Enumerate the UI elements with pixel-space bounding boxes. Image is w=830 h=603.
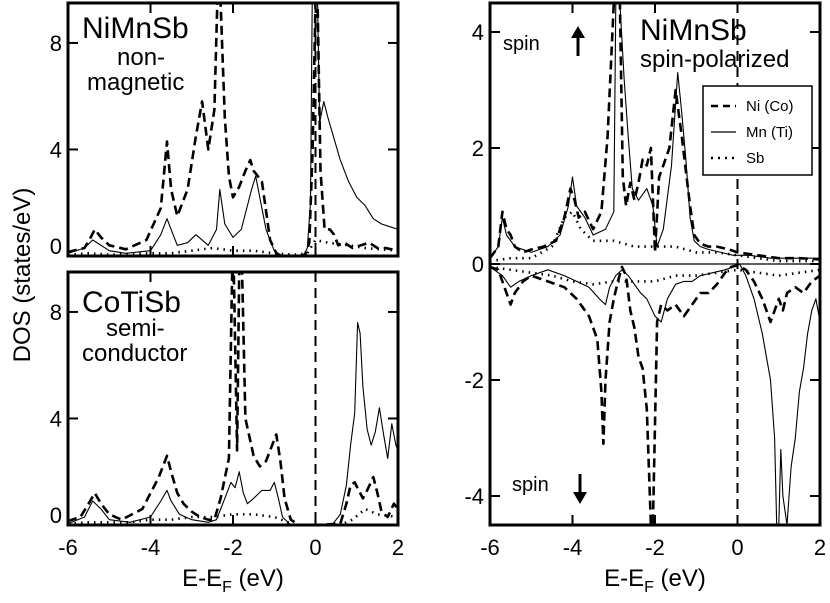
xlabel-bottom-left-unit: (eV) bbox=[232, 565, 284, 592]
xtick-label-r-0: 0 bbox=[731, 535, 743, 560]
panel-bottom-left: 0 4 8 -6 -4 -2 0 2 CoTiSb semi- conductor E-EF … bbox=[50, 270, 404, 596]
title-top-left: NiMnSb bbox=[82, 12, 189, 45]
xlabel-right-main: E-E bbox=[604, 565, 644, 592]
legend-label-ni: Ni (Co) bbox=[746, 98, 794, 115]
xtick-label-bl--6: -6 bbox=[58, 535, 78, 560]
xtick-label-r--4: -4 bbox=[563, 535, 583, 560]
xlabel-bottom-left-main: E-E bbox=[182, 565, 222, 592]
frame-bottom-left bbox=[66, 270, 400, 527]
series-group-right bbox=[490, 3, 820, 525]
ytick-label-r--4: -4 bbox=[464, 484, 484, 509]
shared-ylabel: DOS (states/eV) bbox=[9, 188, 36, 363]
xlabel-right-sub: F bbox=[644, 579, 654, 596]
series-line-bl-mn-ti- bbox=[68, 322, 398, 525]
series-line-r-ni-co-up bbox=[490, 3, 820, 261]
arrow-down-icon bbox=[573, 474, 587, 504]
spin-up-label: spin bbox=[503, 33, 540, 55]
series-line-r-sb-up bbox=[490, 210, 820, 263]
series-line-r-ni-co-down bbox=[490, 263, 820, 525]
ytick-label-tl-0: 0 bbox=[50, 234, 62, 259]
ytick-label-bl-8: 8 bbox=[50, 300, 62, 325]
subtitle-right: spin-polarized bbox=[640, 46, 789, 73]
xlabel-right-unit: (eV) bbox=[654, 565, 706, 592]
subtitle-bottom-left-1: semi- bbox=[106, 315, 165, 342]
ytick-label-r--2: -2 bbox=[464, 368, 484, 393]
subtitle-top-left-1: non- bbox=[117, 44, 165, 71]
ytick-label-bl-0: 0 bbox=[50, 503, 62, 528]
xtick-label-r--2: -2 bbox=[645, 535, 665, 560]
series-group-top-left bbox=[68, 3, 398, 256]
ytick-label-r-2: 2 bbox=[472, 136, 484, 161]
legend: Ni (Co) Mn (Ti) Sb bbox=[702, 85, 813, 176]
series-line-r-mn-ti-down bbox=[490, 263, 820, 525]
ytick-label-tl-8: 8 bbox=[50, 31, 62, 56]
xtick-label-bl-2: 2 bbox=[392, 535, 404, 560]
xtick-label-r-2: 2 bbox=[814, 535, 826, 560]
subtitle-bottom-left-2: conductor bbox=[82, 340, 187, 367]
series-line-r-mn-ti-up bbox=[490, 3, 820, 259]
panel-top-left: 0 4 8 NiMnSb non- magnetic bbox=[50, 1, 400, 259]
legend-label-mn: Mn (Ti) bbox=[746, 124, 793, 141]
series-group-bottom-left bbox=[68, 272, 398, 525]
frame-top-left bbox=[66, 1, 400, 258]
series-line-tl-ni-co- bbox=[68, 3, 398, 256]
xlabel-bottom-left: E-EF (eV) bbox=[182, 565, 284, 596]
legend-box bbox=[702, 85, 813, 176]
arrow-up-icon bbox=[571, 26, 585, 56]
series-line-r-sb-down bbox=[490, 265, 820, 286]
xtick-label-bl--4: -4 bbox=[141, 535, 161, 560]
title-bottom-left: CoTiSb bbox=[82, 286, 181, 319]
xtick-label-r--6: -6 bbox=[480, 535, 500, 560]
ytick-label-bl-4: 4 bbox=[50, 406, 62, 431]
spin-down-label: spin bbox=[512, 474, 549, 496]
ytick-label-r-4: 4 bbox=[472, 20, 484, 45]
xtick-label-bl-0: 0 bbox=[309, 535, 321, 560]
title-right: NiMnSb bbox=[640, 14, 747, 47]
frame-right bbox=[488, 1, 822, 527]
xlabel-right: E-EF (eV) bbox=[604, 565, 706, 596]
series-line-tl-mn-ti- bbox=[68, 3, 398, 256]
panel-right: -4 -2 0 2 4 -6 -4 -2 0 2 NiMnSb spin-polarized sp… bbox=[464, 1, 826, 596]
subtitle-top-left-2: magnetic bbox=[87, 69, 184, 96]
series-line-bl-sb bbox=[68, 507, 398, 525]
xlabel-bottom-left-sub: F bbox=[222, 579, 232, 596]
ytick-label-r-0: 0 bbox=[472, 252, 484, 277]
ytick-label-tl-4: 4 bbox=[50, 137, 62, 162]
legend-label-sb: Sb bbox=[746, 150, 764, 167]
xtick-label-bl--2: -2 bbox=[223, 535, 243, 560]
